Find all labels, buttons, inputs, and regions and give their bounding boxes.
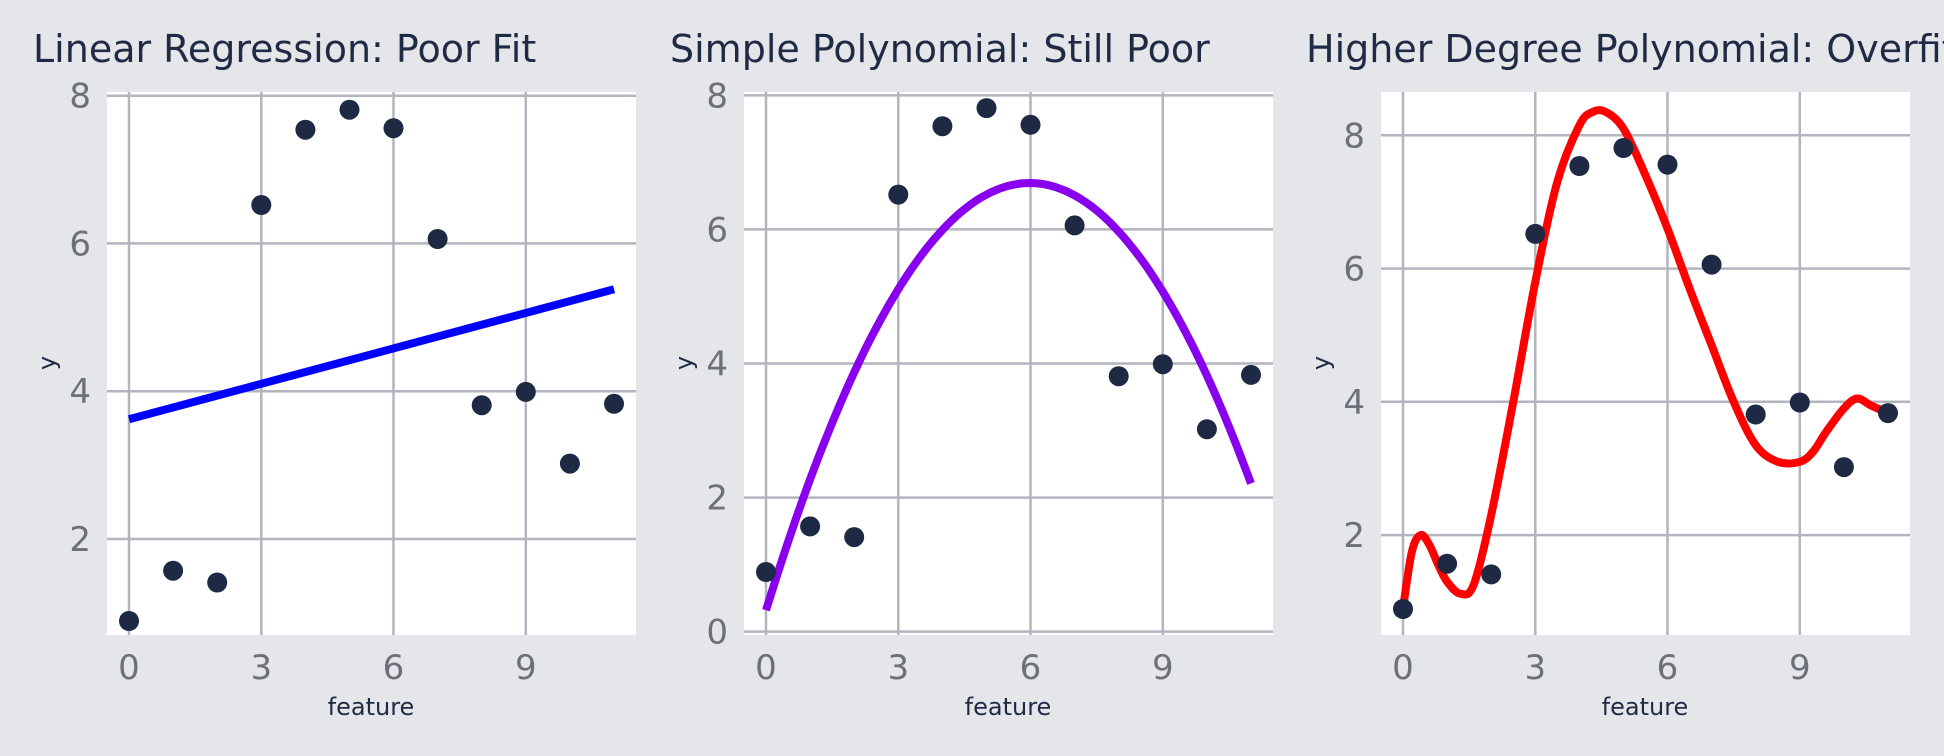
data-point xyxy=(844,527,865,548)
data-point xyxy=(1064,215,1085,236)
data-point xyxy=(1657,154,1678,175)
chart-panel-linear: Linear Regression: Poor Fit 0 3 6 9 2 4 6 8 fe… xyxy=(33,27,636,721)
x-tick-label: 9 xyxy=(1152,648,1174,688)
data-point xyxy=(1108,366,1129,387)
x-axis-label: feature xyxy=(328,693,415,721)
fit-layer xyxy=(762,179,1255,612)
x-tick-label: 6 xyxy=(1020,648,1042,688)
data-point xyxy=(1241,364,1261,385)
x-tick-label: 6 xyxy=(1657,648,1679,688)
y-ticks: 2 4 6 8 xyxy=(69,77,91,560)
data-point xyxy=(1152,354,1173,375)
y-tick-label: 4 xyxy=(706,345,728,385)
y-grid xyxy=(744,94,1273,633)
chart-panel-overfit: Higher Degree Polynomial: Overfit 0 3 6 9 2… xyxy=(1306,27,1944,721)
data-point xyxy=(163,560,184,581)
data-point xyxy=(1833,457,1854,478)
fit-line xyxy=(762,179,1255,612)
data-point xyxy=(471,395,492,416)
points-layer xyxy=(119,99,624,631)
data-point xyxy=(1701,254,1722,275)
x-tick-label: 9 xyxy=(1789,648,1811,688)
fit-line xyxy=(1399,106,1890,609)
y-tick-label: 6 xyxy=(69,224,91,264)
x-tick-label: 6 xyxy=(383,648,405,688)
data-point xyxy=(251,195,272,215)
y-axis-label: y xyxy=(1307,356,1335,370)
data-point xyxy=(888,184,909,205)
fit-layer xyxy=(1399,106,1890,609)
x-ticks: 0 3 6 9 xyxy=(1392,648,1810,688)
data-point xyxy=(1196,419,1217,440)
x-axis-label: feature xyxy=(965,693,1052,721)
y-tick-label: 6 xyxy=(1343,250,1365,290)
y-grid xyxy=(1381,134,1910,537)
y-tick-label: 8 xyxy=(1343,116,1365,156)
x-ticks: 0 3 6 9 xyxy=(755,648,1173,688)
x-grid xyxy=(1401,92,1802,635)
data-point xyxy=(1878,403,1898,424)
x-tick-label: 0 xyxy=(118,648,140,688)
y-ticks: 0 2 4 6 8 xyxy=(706,76,728,652)
data-point xyxy=(295,119,316,140)
fit-layer xyxy=(127,285,616,424)
y-tick-label: 0 xyxy=(706,613,728,653)
x-axis-label: feature xyxy=(1602,693,1689,721)
data-point xyxy=(119,611,139,631)
chart-panel-quadratic: Simple Polynomial: Still Poor 0 3 6 9 0 2 4 6 8… xyxy=(670,27,1273,721)
data-point xyxy=(932,116,953,137)
data-point xyxy=(800,516,821,537)
y-tick-label: 4 xyxy=(1343,383,1365,423)
y-tick-label: 8 xyxy=(69,77,91,117)
data-point xyxy=(756,562,776,582)
data-point xyxy=(1437,553,1458,574)
points-layer xyxy=(756,98,1261,582)
data-point xyxy=(1745,404,1766,425)
data-point xyxy=(559,453,580,474)
plot-area xyxy=(107,92,636,635)
x-tick-label: 3 xyxy=(250,648,272,688)
y-tick-label: 8 xyxy=(706,76,728,116)
y-axis-label: y xyxy=(33,356,61,370)
y-tick-label: 2 xyxy=(1343,516,1365,556)
chart-title: Simple Polynomial: Still Poor xyxy=(670,27,1210,71)
data-point xyxy=(1789,392,1810,413)
data-point xyxy=(1481,564,1502,585)
x-grid xyxy=(127,92,528,635)
data-point xyxy=(976,98,997,119)
data-point xyxy=(604,393,624,414)
x-tick-label: 9 xyxy=(515,648,537,688)
y-grid xyxy=(107,94,636,541)
data-point xyxy=(515,381,536,402)
fit-line xyxy=(127,285,616,424)
x-tick-label: 3 xyxy=(887,648,909,688)
data-point xyxy=(339,99,360,120)
chart-title: Higher Degree Polynomial: Overfit xyxy=(1306,27,1944,71)
data-point xyxy=(1569,156,1590,176)
y-tick-label: 2 xyxy=(706,479,728,519)
y-ticks: 2 4 6 8 xyxy=(1343,116,1365,556)
points-layer xyxy=(1393,138,1898,619)
data-point xyxy=(1393,599,1413,619)
y-tick-label: 4 xyxy=(69,372,91,412)
data-point xyxy=(427,229,448,249)
x-tick-label: 0 xyxy=(755,648,777,688)
x-tick-label: 0 xyxy=(1392,648,1414,688)
y-axis-label: y xyxy=(670,356,698,370)
data-point xyxy=(1613,138,1634,158)
data-point xyxy=(383,118,404,139)
y-tick-label: 2 xyxy=(69,520,91,560)
x-tick-label: 3 xyxy=(1524,648,1546,688)
y-tick-label: 6 xyxy=(706,210,728,250)
x-ticks: 0 3 6 9 xyxy=(118,648,536,688)
chart-title: Linear Regression: Poor Fit xyxy=(33,27,536,71)
data-point xyxy=(1020,114,1041,135)
data-point xyxy=(207,572,228,593)
data-point xyxy=(1525,223,1546,244)
